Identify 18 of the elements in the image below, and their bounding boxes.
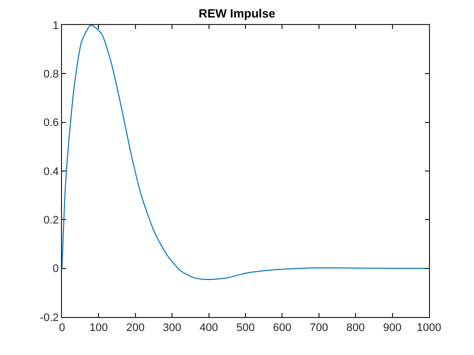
x-tick-label: 700 bbox=[310, 322, 328, 334]
y-tick-label: 0 bbox=[52, 263, 59, 276]
chart-title: REW Impulse bbox=[198, 6, 276, 20]
x-tick-label: 400 bbox=[200, 322, 218, 334]
y-tick-label: 0.6 bbox=[44, 117, 59, 130]
x-tick-label: 600 bbox=[273, 322, 292, 334]
x-tick-label: 100 bbox=[90, 322, 108, 334]
y-tick-label: 0.8 bbox=[44, 68, 59, 81]
y-tick-label: 0.2 bbox=[44, 214, 59, 227]
x-tick-label: 1000 bbox=[416, 322, 442, 334]
x-tick-label: 300 bbox=[162, 322, 182, 334]
y-tick-label: 1 bbox=[52, 20, 59, 32]
x-tick-label: 900 bbox=[383, 322, 402, 334]
x-tick-label: 800 bbox=[346, 322, 365, 334]
y-tick-label: -0.2 bbox=[40, 312, 59, 324]
x-tick-label: 500 bbox=[236, 322, 255, 334]
x-tick-label: 200 bbox=[126, 322, 145, 334]
y-tick-label: 0.4 bbox=[44, 166, 59, 178]
